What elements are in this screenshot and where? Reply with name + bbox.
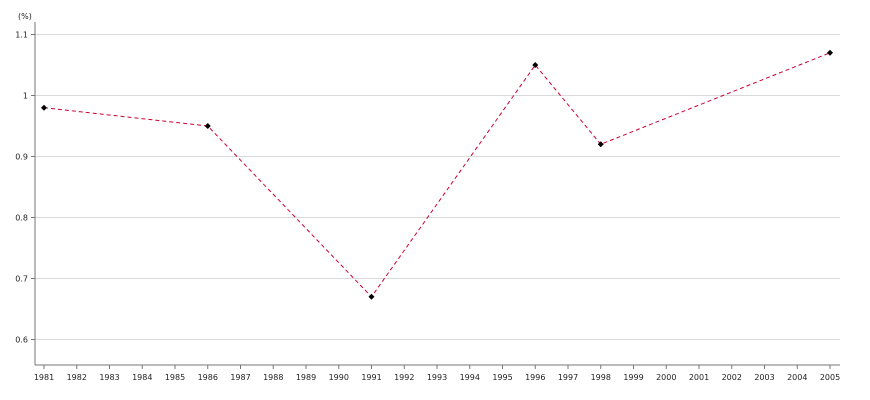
x-tick-label: 1986: [198, 373, 218, 382]
grid-lines: [35, 34, 840, 340]
x-tick-label: 2001: [689, 373, 709, 382]
data-point-marker: [204, 123, 211, 129]
x-tick-label: 1989: [296, 373, 316, 382]
x-tick-label: 1999: [623, 373, 643, 382]
data-point-marker: [597, 141, 604, 148]
y-tick-label: 0.6: [15, 336, 28, 345]
data-point-marker: [827, 49, 833, 56]
x-tick-label: 1994: [460, 373, 480, 382]
x-tick-label: 2000: [656, 373, 676, 382]
data-point-marker: [368, 293, 375, 300]
x-tick-label: 2004: [787, 373, 807, 382]
x-tick-label: 1996: [525, 373, 545, 382]
series-line: [43, 52, 831, 298]
x-tick-label: 2002: [722, 373, 742, 382]
x-tick-label: 1987: [230, 373, 250, 382]
x-tick-label: 1985: [165, 373, 185, 382]
y-tick-label: 0.9: [15, 153, 28, 162]
x-tick-label: 1988: [263, 373, 283, 382]
y-unit-label: (%): [18, 12, 32, 21]
x-tick-label: 1995: [492, 373, 512, 382]
x-tick-label: 1991: [361, 373, 381, 382]
x-tick-label: 1993: [427, 373, 447, 382]
x-tick-label: 1992: [394, 373, 414, 382]
data-point-marker: [532, 62, 539, 68]
x-tick-label: 1998: [591, 373, 611, 382]
x-tick-label: 2003: [754, 373, 774, 382]
y-tick-labels: 0.6 0.7 0.8 0.9 1 1.1: [15, 31, 28, 345]
x-tick-label: 1990: [329, 373, 349, 382]
series-line-path: [43, 52, 831, 298]
x-tick-labels: 1981 1982 1983 1984 1985 1986 1987 1988 1989 1990…: [34, 373, 840, 382]
y-tick-label: 0.7: [15, 275, 28, 284]
x-tick-label: 2005: [820, 373, 840, 382]
x-tick-label: 1983: [99, 373, 119, 382]
x-tick-label: 1981: [34, 373, 54, 382]
y-tick-label: 1.1: [15, 31, 28, 40]
x-tick-label: 1982: [67, 373, 87, 382]
axes: [31, 22, 840, 369]
data-markers: [41, 49, 833, 300]
y-tick-label: 1: [23, 92, 28, 101]
x-tick-label: 1984: [132, 373, 152, 382]
x-tick-label: 1997: [558, 373, 578, 382]
data-point-marker: [41, 104, 47, 111]
y-tick-label: 0.8: [15, 214, 28, 223]
